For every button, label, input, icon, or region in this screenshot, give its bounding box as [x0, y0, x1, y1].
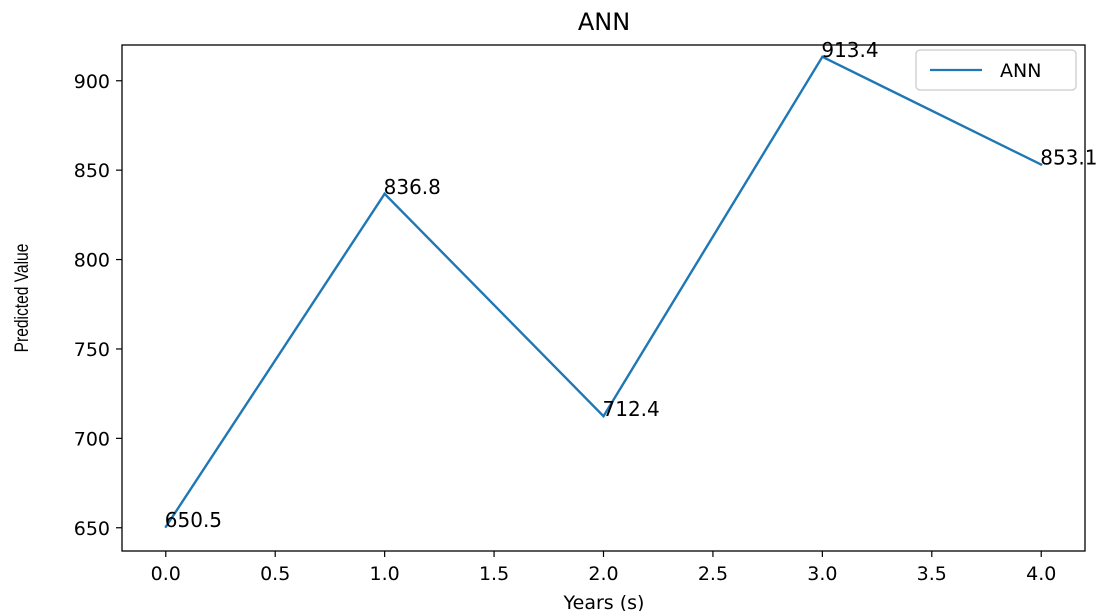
data-label: 712.4	[603, 397, 660, 421]
data-label: 913.4	[821, 38, 878, 62]
x-tick-label: 2.0	[588, 563, 618, 585]
x-axis-ticks: 0.0 0.5 1.0 1.5 2.0 2.5 3.0 3.5 4.0	[151, 551, 1056, 585]
plot-area-frame	[121, 44, 1086, 552]
legend-box	[915, 49, 1077, 91]
x-tick-label: 3.5	[917, 563, 947, 585]
y-tick-label: 850	[74, 160, 110, 182]
data-label: 650.5	[165, 508, 222, 532]
x-tick-label: 3.0	[807, 563, 837, 585]
x-tick-label: 0.5	[260, 563, 290, 585]
x-axis-label: Years (s)	[563, 592, 645, 611]
x-tick-label: 4.0	[1026, 563, 1056, 585]
chart-title: ANN	[578, 8, 630, 36]
y-tick-label: 650	[74, 518, 110, 540]
y-tick-label: 700	[74, 428, 110, 450]
x-tick-label: 1.5	[479, 563, 509, 585]
data-point	[602, 414, 605, 418]
data-point	[821, 55, 824, 59]
y-tick-label: 750	[74, 339, 110, 361]
data-label: 853.1	[1040, 146, 1097, 170]
data-point	[164, 525, 167, 529]
y-tick-label: 800	[74, 250, 110, 272]
data-label: 836.8	[384, 175, 441, 199]
series-line-ann	[164, 55, 1042, 528]
x-tick-label: 1.0	[370, 563, 400, 585]
y-tick-label: 900	[74, 71, 110, 93]
series-layer: 650.5 836.8 712.4 913.4 853.1	[164, 38, 1097, 532]
data-point	[1040, 163, 1043, 166]
legend-label: ANN	[1000, 60, 1041, 82]
y-axis-label: Predicted Value	[11, 244, 33, 353]
x-tick-label: 2.5	[698, 563, 728, 585]
y-axis-ticks: 650 700 750 800 850 900	[74, 71, 122, 540]
data-point	[383, 192, 386, 195]
legend: ANN	[915, 49, 1077, 91]
x-tick-label: 0.0	[151, 563, 181, 585]
